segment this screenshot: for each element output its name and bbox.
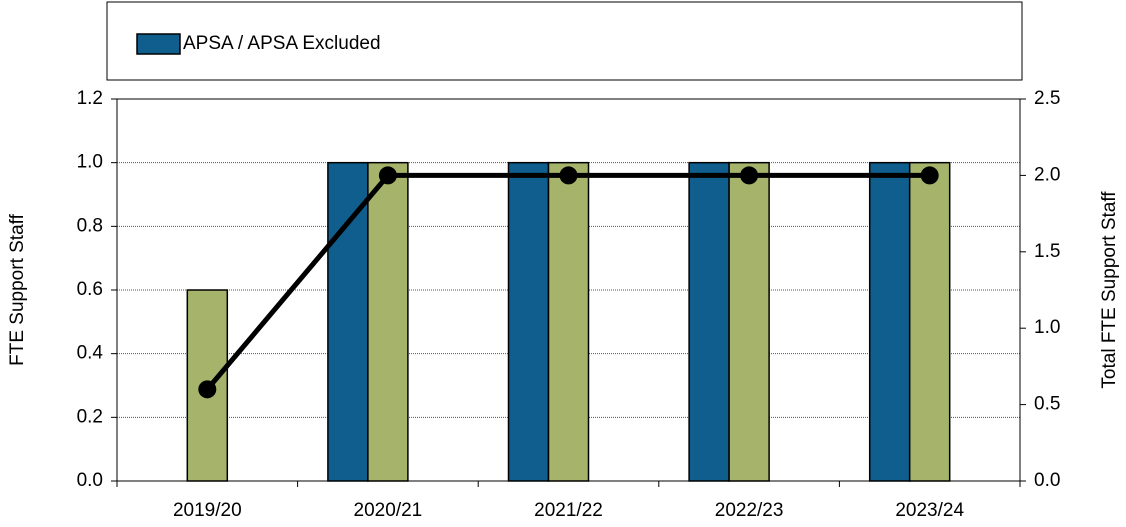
- y2-tick-label: 1.0: [1034, 317, 1060, 338]
- x-tick-label: 2021/22: [534, 500, 603, 521]
- bar: [688, 161, 730, 482]
- bar: [908, 161, 951, 482]
- y-tick-label: 0.4: [77, 343, 104, 364]
- bar: [327, 161, 369, 482]
- y2-tick-label: 0.5: [1034, 394, 1060, 415]
- y2-tick-label: 2.0: [1034, 164, 1060, 185]
- bar: [728, 161, 770, 482]
- bar: [868, 161, 911, 482]
- y-tick-label: 0.0: [77, 470, 103, 491]
- x-tick-label: 2022/23: [715, 500, 784, 521]
- bar: [507, 161, 550, 482]
- line-marker: [740, 166, 759, 185]
- y2-tick-label: 2.5: [1034, 88, 1060, 109]
- y-tick-label: 1.0: [77, 152, 103, 173]
- legend-box: [106, 1, 1023, 81]
- y2-tick-label: 0.0: [1034, 470, 1060, 491]
- x-tick-label: 2020/21: [354, 500, 423, 521]
- y-axis-label: FTE Support Staff: [7, 213, 28, 365]
- bar: [547, 161, 590, 482]
- x-tick-label: 2019/20: [173, 500, 242, 521]
- legend-swatch: [136, 33, 181, 55]
- bar: [367, 161, 409, 482]
- y-tick-label: 0.6: [77, 279, 103, 300]
- line-marker: [378, 166, 397, 185]
- line-marker: [198, 380, 217, 399]
- y-tick-label: 0.8: [77, 215, 103, 236]
- x-tick-label: 2023/24: [895, 500, 964, 521]
- legend-label: APSA / APSA Excluded: [183, 33, 381, 54]
- y2-axis-label: Total FTE Support Staff: [1099, 191, 1120, 389]
- y-tick-label: 1.2: [77, 88, 103, 109]
- y-tick-label: 0.2: [77, 406, 103, 427]
- line-marker: [559, 166, 578, 185]
- line-marker: [920, 166, 939, 185]
- y2-tick-label: 1.5: [1034, 241, 1060, 262]
